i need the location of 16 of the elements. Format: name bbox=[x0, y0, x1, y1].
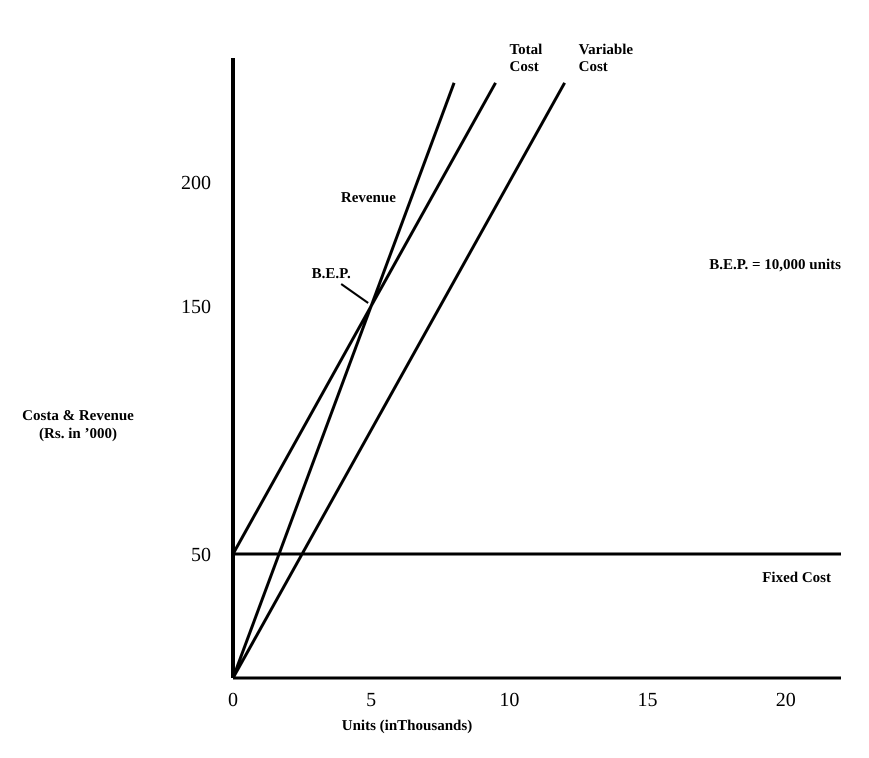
y-tick-label: 50 bbox=[191, 544, 211, 566]
x-tick-label: 10 bbox=[499, 689, 520, 711]
x-axis-title: Units (inThousands) bbox=[342, 718, 472, 734]
y-axis-title: Costa & Revenue (Rs. in ’000) bbox=[22, 408, 134, 442]
series-label: Revenue bbox=[340, 190, 396, 206]
series-label: Total Cost bbox=[510, 42, 542, 75]
x-tick-label: 15 bbox=[638, 689, 658, 711]
series-label: Variable Cost bbox=[578, 42, 634, 75]
annotation: B.E.P. bbox=[312, 266, 351, 282]
annotation: B.E.P. = 10,000 units bbox=[709, 256, 842, 273]
y-tick-label: 150 bbox=[181, 296, 211, 318]
x-tick-label: 0 bbox=[228, 689, 238, 711]
x-tick-label: 20 bbox=[776, 689, 796, 711]
x-tick-label: 5 bbox=[366, 689, 376, 711]
series-label: Fixed Cost bbox=[762, 570, 831, 586]
y-tick-label: 200 bbox=[181, 172, 211, 194]
